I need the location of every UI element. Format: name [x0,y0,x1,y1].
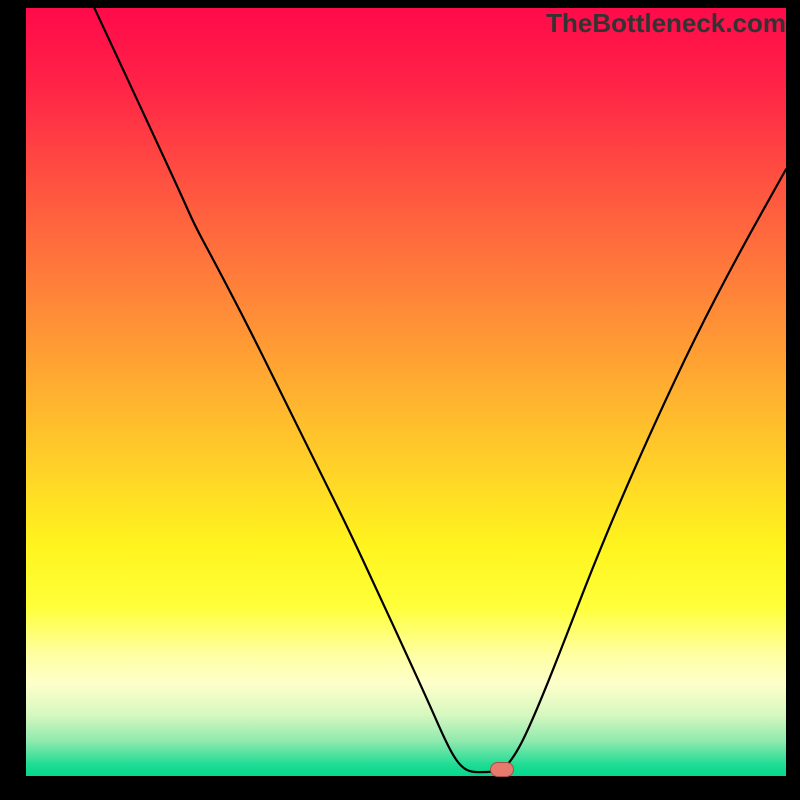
bottleneck-curve [26,8,786,776]
optimum-marker [490,762,514,777]
chart-wrapper: TheBottleneck.com [0,0,800,800]
watermark-text: TheBottleneck.com [546,8,786,39]
plot-area [26,8,786,776]
